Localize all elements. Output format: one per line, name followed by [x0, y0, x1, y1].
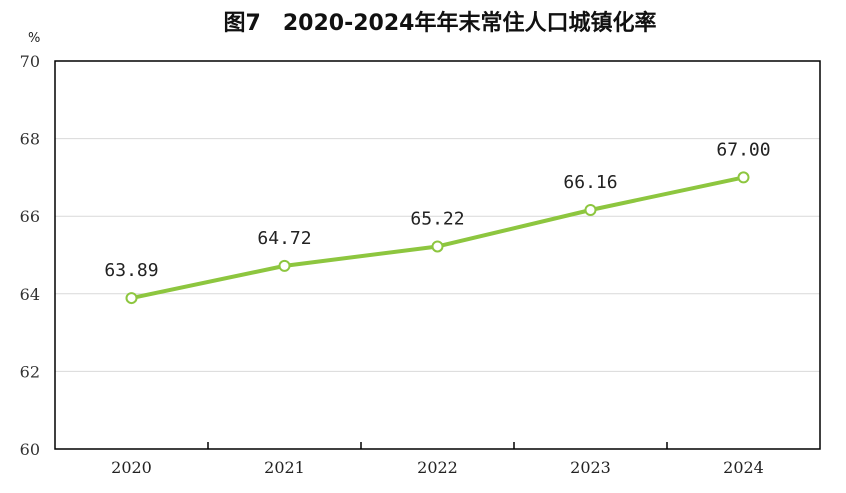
x-tick-label: 2020: [111, 458, 152, 477]
data-point-2020: [125, 292, 138, 305]
data-point-2023: [584, 203, 597, 216]
gridlines: [55, 138, 820, 372]
plot-frame: [54, 60, 821, 450]
data-label-2020: 63.89: [104, 260, 158, 281]
data-label-2022: 65.22: [410, 208, 464, 229]
y-tick-label: 64: [20, 285, 40, 304]
x-tick-label: 2022: [417, 458, 458, 477]
y-axis-unit: %: [28, 31, 40, 46]
data-point-2021: [278, 259, 291, 272]
x-tick-label: 2024: [723, 458, 764, 477]
y-tick-label: 66: [20, 207, 40, 226]
y-tick-label: 62: [20, 362, 40, 381]
y-axis-ticks: 60 62 64 66 68 70: [20, 52, 40, 459]
data-point-2022: [431, 240, 444, 253]
data-markers: [125, 171, 750, 305]
data-label-2024: 67.00: [716, 139, 770, 160]
chart-title: 图7 2020-2024年年末常住人口城镇化率: [224, 10, 657, 36]
x-axis-ticks: 2020 2021 2022 2023 2024: [111, 442, 764, 477]
x-tick-label: 2021: [264, 458, 305, 477]
y-tick-label: 68: [20, 130, 40, 149]
data-point-2024: [737, 171, 750, 184]
series-line: [129, 175, 746, 301]
y-tick-label: 60: [20, 440, 40, 459]
x-tick-label: 2023: [570, 458, 611, 477]
data-labels: 63.89 64.72 65.22 66.16 67.00: [104, 139, 770, 281]
data-label-2021: 64.72: [257, 228, 311, 249]
data-label-2023: 66.16: [563, 172, 617, 193]
y-tick-label: 70: [20, 52, 40, 71]
